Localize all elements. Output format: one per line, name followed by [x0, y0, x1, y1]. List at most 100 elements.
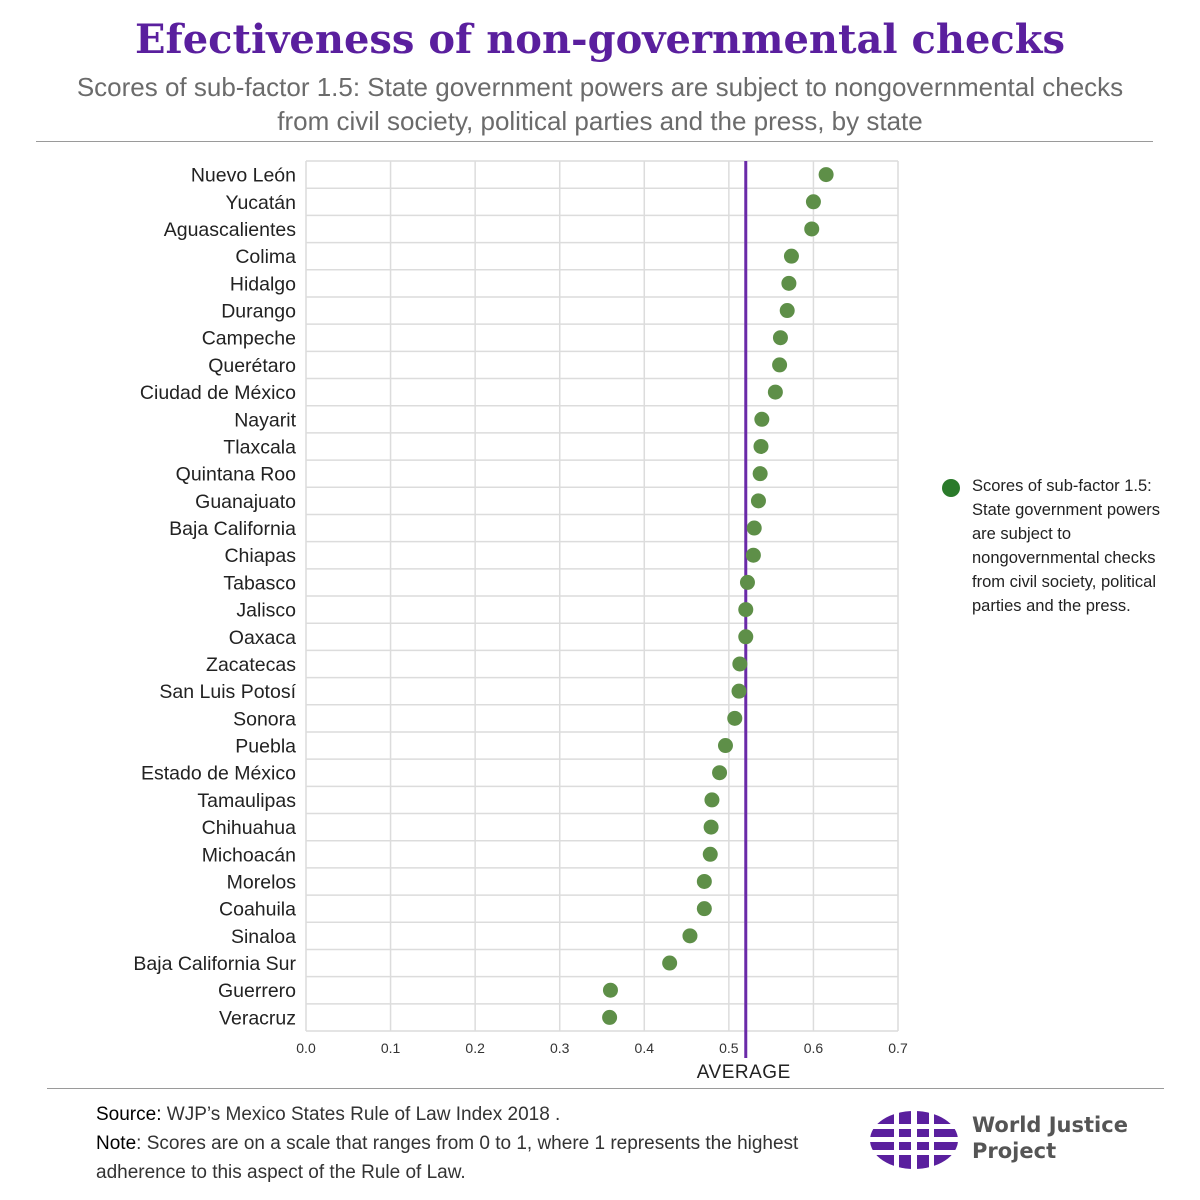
- data-point: [745, 547, 761, 563]
- state-label: Jalisco: [236, 600, 296, 622]
- x-tick-label: 0.2: [465, 1040, 485, 1056]
- state-label: Ciudad de México: [140, 382, 296, 404]
- source-text: WJP’s Mexico States Rule of Law Index 20…: [161, 1104, 561, 1125]
- state-label: Zacatecas: [206, 654, 296, 676]
- data-point: [781, 275, 797, 291]
- data-point: [772, 330, 788, 346]
- state-label: Puebla: [235, 736, 296, 758]
- data-point: [696, 901, 712, 917]
- data-point: [662, 955, 678, 971]
- x-tick-label: 0.4: [635, 1040, 655, 1056]
- state-label: Aguascalientes: [164, 219, 297, 241]
- data-point: [739, 574, 755, 590]
- data-point: [703, 819, 719, 835]
- data-point: [732, 656, 748, 672]
- data-point: [767, 384, 783, 400]
- dot-plot: Nuevo León Yucatán Aguascalientes Colima Hid…: [133, 160, 908, 1083]
- x-tick-label: 0.0: [296, 1040, 316, 1056]
- x-tick-label: 0.3: [550, 1040, 570, 1056]
- state-label: Querétaro: [208, 355, 296, 377]
- data-point: [779, 303, 795, 319]
- data-point: [602, 982, 618, 998]
- logo-line-2: Project: [972, 1139, 1057, 1163]
- chart-title: Efectiveness of non-governmental checks: [135, 16, 1065, 63]
- state-label: Durango: [221, 301, 296, 323]
- data-point: [704, 792, 720, 808]
- data-point: [731, 683, 747, 699]
- data-point: [805, 194, 821, 210]
- data-point: [772, 357, 788, 373]
- data-point: [752, 466, 768, 482]
- x-tick-label: 0.1: [381, 1040, 401, 1056]
- data-point: [712, 765, 728, 781]
- x-tick-labels: 0.0 0.1 0.2 0.3 0.4 0.5 0.6 0.7: [296, 1040, 908, 1056]
- state-label: Tabasco: [223, 572, 296, 594]
- data-point: [738, 629, 754, 645]
- data-point: [750, 493, 766, 509]
- data-point: [746, 520, 762, 536]
- data-point: [702, 846, 718, 862]
- note-line: Note: Scores are on a scale that ranges …: [96, 1129, 856, 1187]
- state-label: San Luis Potosí: [159, 681, 296, 703]
- x-tick-label: 0.6: [804, 1040, 824, 1056]
- wjp-logo: World Justice Project: [862, 1108, 1162, 1178]
- data-point: [804, 221, 820, 237]
- data-point: [753, 438, 769, 454]
- state-label: Guerrero: [218, 980, 296, 1002]
- state-label: Baja California: [169, 518, 296, 540]
- grid: [305, 160, 899, 1032]
- state-label: Veracruz: [219, 1007, 296, 1029]
- state-label: Colima: [235, 246, 296, 268]
- data-point: [602, 1009, 618, 1025]
- state-label: Campeche: [202, 328, 296, 350]
- state-label: Tlaxcala: [223, 436, 296, 458]
- average-label: AVERAGE: [697, 1062, 791, 1083]
- logo-text: World Justice Project: [972, 1112, 1172, 1164]
- state-label: Morelos: [227, 871, 297, 893]
- data-point: [717, 738, 733, 754]
- state-label: Nayarit: [234, 409, 296, 431]
- data-point: [754, 411, 770, 427]
- data-point: [783, 248, 799, 264]
- data-points: [602, 167, 834, 1025]
- subtitle-line-2: from civil society, political parties an…: [277, 106, 923, 136]
- source-label: Source:: [96, 1104, 162, 1125]
- footer-divider: [47, 1088, 1164, 1089]
- x-tick-label: 0.7: [888, 1040, 908, 1056]
- state-label: Baja California Sur: [133, 953, 296, 975]
- state-label: Chiapas: [224, 545, 296, 567]
- data-point: [738, 602, 754, 618]
- note-label: Note: [96, 1133, 137, 1154]
- state-label: Tamaulipas: [197, 790, 296, 812]
- state-label: Chihuahua: [202, 817, 296, 839]
- subtitle-line-1: Scores of sub-factor 1.5: State governme…: [76, 72, 1124, 102]
- state-label: Estado de México: [141, 763, 296, 785]
- x-tick-label: 0.5: [719, 1040, 739, 1056]
- state-label: Guanajuato: [195, 491, 296, 513]
- footer: Source: WJP’s Mexico States Rule of Law …: [96, 1100, 856, 1187]
- note-text: : Scores are on a scale that ranges from…: [96, 1133, 799, 1183]
- state-label: Coahuila: [219, 899, 296, 921]
- data-point: [682, 928, 698, 944]
- data-point: [696, 873, 712, 889]
- globe-icon: [868, 1110, 960, 1170]
- state-label: Hidalgo: [230, 273, 296, 295]
- state-label: Sinaloa: [231, 926, 296, 948]
- legend: Scores of sub-factor 1.5: State governme…: [940, 474, 1170, 618]
- source-line: Source: WJP’s Mexico States Rule of Law …: [96, 1100, 856, 1129]
- state-label: Quintana Roo: [176, 464, 296, 486]
- state-label: Nuevo León: [191, 165, 296, 187]
- legend-label: Scores of sub-factor 1.5: State governme…: [972, 477, 1161, 615]
- state-label: Oaxaca: [229, 627, 296, 649]
- data-point: [727, 710, 743, 726]
- state-label: Sonora: [233, 708, 296, 730]
- header-divider: [36, 141, 1153, 142]
- state-label: Michoacán: [202, 844, 296, 866]
- data-point: [818, 167, 834, 183]
- state-labels: Nuevo León Yucatán Aguascalientes Colima Hid…: [133, 165, 296, 1030]
- state-label: Yucatán: [226, 192, 296, 214]
- chart-subtitle: Scores of sub-factor 1.5: State governme…: [20, 70, 1180, 138]
- logo-line-1: World Justice: [972, 1113, 1128, 1137]
- legend-marker-icon: [942, 479, 960, 497]
- average-marker: AVERAGE: [697, 161, 791, 1083]
